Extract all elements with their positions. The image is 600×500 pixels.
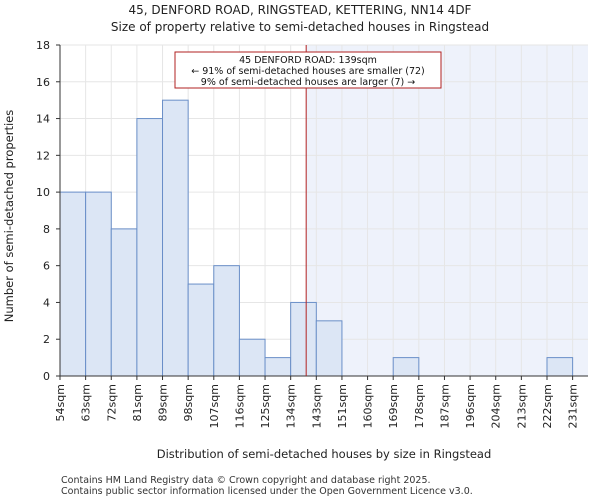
x-tick-label: 169sqm [387,384,400,428]
x-tick-label: 107sqm [208,384,221,428]
y-tick-label: 0 [43,370,50,383]
x-tick-label: 204sqm [490,384,503,428]
y-axis-label: Number of semi-detached properties [2,110,16,322]
chart-subtitle: Size of property relative to semi-detach… [110,20,490,34]
x-axis-label: Distribution of semi-detached houses by … [157,447,492,461]
x-tick-label: 54sqm [54,384,67,421]
bar-54sqm [59,191,87,377]
bar-134sqm [290,301,317,377]
x-tick-label: 213sqm [515,384,528,428]
bar-116sqm [238,338,266,377]
x-tick-label: 98sqm [182,384,195,421]
x-tick-label: 63sqm [80,384,93,421]
y-tick-label: 6 [43,260,50,273]
y-tick-label: 4 [43,296,50,309]
y-tick-label: 14 [36,113,50,126]
bar-222sqm [546,357,574,377]
bar-72sqm [110,228,138,377]
bar-143sqm [315,320,343,377]
bar-107sqm [213,265,240,377]
bar-89sqm [162,99,189,377]
annotation-line-2: ← 91% of semi-detached houses are smalle… [191,66,425,77]
x-tick-label: 196sqm [464,384,477,428]
annotation-box [174,51,442,89]
x-tick-label: 143sqm [310,384,323,428]
chart-title: 45, DENFORD ROAD, RINGSTEAD, KETTERING, … [128,3,472,17]
x-tick-label: 81sqm [131,384,144,421]
footer-licence: Contains public sector information licen… [61,486,473,497]
bar-125sqm [264,357,292,377]
x-tick-label: 89sqm [157,384,170,421]
x-tick-label: 160sqm [362,384,375,428]
y-tick-label: 18 [36,39,50,52]
x-tick-label: 187sqm [438,384,451,428]
x-tick-label: 72sqm [105,384,118,421]
x-tick-label: 116sqm [233,384,246,428]
annotation-line-1: 45 DENFORD ROAD: 139sqm [239,55,377,66]
x-tick-label: 178sqm [413,384,426,428]
y-tick-label: 16 [36,76,50,89]
bar-81sqm [136,118,164,377]
x-tick-label: 231sqm [567,384,580,428]
y-tick-label: 12 [36,149,50,162]
annotation-line-3: 9% of semi-detached houses are larger (7… [201,77,415,88]
y-tick-label: 8 [43,223,50,236]
x-tick-label: 134sqm [285,384,298,428]
y-tick-label: 2 [43,333,50,346]
y-tick-label: 10 [36,186,50,199]
bar-98sqm [187,283,215,377]
footer-copyright: Contains HM Land Registry data © Crown c… [61,475,431,486]
x-tick-label: 125sqm [259,384,272,428]
x-tick-label: 151sqm [336,384,349,428]
bar-63sqm [85,191,112,377]
larger-region-band [306,45,588,376]
x-tick-label: 222sqm [541,384,554,428]
bar-169sqm [392,357,420,377]
